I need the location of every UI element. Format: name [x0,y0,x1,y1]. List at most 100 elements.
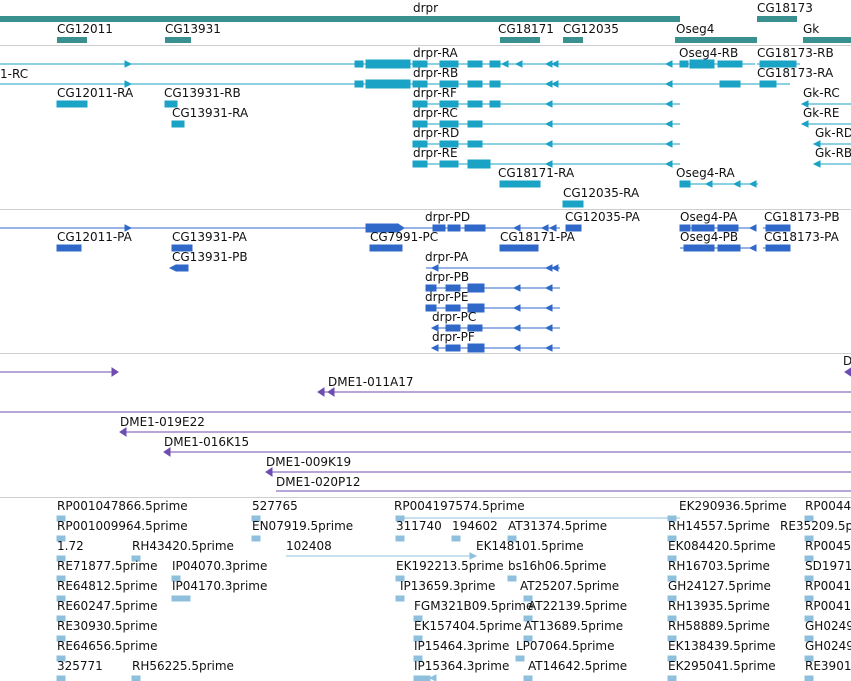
est-label: LP07064.5prime [516,639,615,653]
est-mark[interactable] [804,535,814,542]
est-mark[interactable] [56,615,66,622]
est-label: AT22139.5prime [528,599,628,613]
transcript-drpr-rf[interactable] [412,100,680,108]
est-mark[interactable] [667,615,677,622]
gene-bar-cg12035[interactable] [563,37,583,43]
est-mark[interactable] [523,635,533,642]
clone-dme1-011a17[interactable] [317,387,851,397]
est-mark[interactable] [56,515,66,522]
est-mark[interactable] [804,555,814,562]
est-mark[interactable] [804,595,814,602]
clone-dme1-009k19[interactable] [265,467,851,477]
protein-drpr-pa[interactable] [426,264,560,272]
est-mark[interactable] [515,655,525,662]
protein-cg13931-pb[interactable] [168,264,189,272]
est-mark[interactable] [251,515,261,522]
est-mark[interactable] [395,535,405,542]
est-label: RP0041 [805,579,851,593]
est-mark[interactable] [171,595,191,602]
clone-dme1-019e22[interactable] [119,427,851,437]
clone-row-1[interactable] [0,367,851,377]
gene-bar-cg18173[interactable] [757,16,797,22]
est-mark[interactable] [804,675,814,681]
protein-drpr-pf[interactable] [430,343,560,353]
protein-drpr-pc[interactable] [430,324,560,332]
est-mark[interactable] [804,615,814,622]
est-mark[interactable] [507,535,517,542]
est-mark[interactable] [667,655,677,662]
est-label: 527765 [252,499,298,513]
protein-cg7991-pc[interactable] [369,244,403,252]
est-mark[interactable] [56,655,66,662]
est-mark[interactable] [667,595,677,602]
transcript-oseg4-ra[interactable] [679,180,758,188]
gene-bar-cg13931[interactable] [165,37,191,43]
est-mark[interactable] [413,655,423,662]
transcript-cg13931-rb[interactable] [164,100,178,108]
est-mark[interactable] [413,674,437,681]
est-mark[interactable] [413,615,423,622]
gene-bar-cg18171[interactable] [500,37,540,43]
est-mark[interactable] [395,575,405,582]
transcript-label: drpr-RC [413,106,458,120]
track-separator [0,353,851,354]
est-mark[interactable] [413,635,423,642]
est-mark[interactable] [804,575,814,582]
transcript-cg18171-ra[interactable] [499,180,541,188]
protein-track [0,223,791,353]
clone-dme1-016k15[interactable] [163,447,851,457]
est-mark[interactable] [56,635,66,642]
transcript-row-1[interactable] [0,59,800,69]
protein-oseg4-pb[interactable] [680,244,757,252]
est-mark[interactable] [667,515,677,522]
est-long[interactable] [395,515,680,522]
protein-drpr-pe[interactable] [425,303,560,313]
transcript-drpr-re[interactable] [412,159,680,169]
transcript-cg13931-ra[interactable] [171,120,185,128]
transcript-row-2[interactable] [0,79,790,89]
est-mark[interactable] [667,555,677,562]
protein-cg18171-pa[interactable] [499,244,539,252]
est-mark[interactable] [667,635,677,642]
est-mark[interactable] [171,575,181,582]
est-mark[interactable] [56,675,66,681]
est-mark[interactable] [251,535,261,542]
protein-oseg4-pa[interactable] [679,224,757,232]
est-mark[interactable] [56,535,66,542]
est-mark[interactable] [804,515,814,522]
est-mark[interactable] [131,675,141,681]
est-mark[interactable] [523,615,533,622]
protein-cg18173-pb[interactable] [763,224,791,232]
est-mark[interactable] [131,555,141,562]
protein-cg12035-pa[interactable] [565,224,582,232]
est-mark[interactable] [804,655,814,662]
est-mark[interactable] [507,575,517,582]
est-mark[interactable] [667,535,677,542]
protein-cg13931-pa[interactable] [171,244,193,252]
gene-bar-gk[interactable] [803,37,851,43]
est-mark[interactable] [395,595,405,602]
transcript-cg12011-ra[interactable] [56,100,88,108]
est-mark[interactable] [667,575,677,582]
transcript-drpr-rc[interactable] [412,120,680,128]
transcript-cg12035-ra[interactable] [562,200,584,208]
protein-drpr-pb[interactable] [425,283,560,293]
est-mark[interactable] [56,595,66,602]
est-mark[interactable] [523,595,533,602]
est-mark[interactable] [56,555,66,562]
protein-row-main[interactable] [0,223,560,233]
est-mark[interactable] [451,535,461,542]
est-mark[interactable] [667,675,677,681]
gene-bar-cg12011[interactable] [57,37,87,43]
transcript-drpr-rd[interactable] [412,140,680,148]
protein-cg18173-pa[interactable] [763,244,791,252]
est-mark[interactable] [56,575,66,582]
protein-cg12011-pa[interactable] [56,244,82,252]
est-long[interactable] [286,552,478,560]
est-label: IP13659.3prime [400,579,496,593]
gene-bar-drpr[interactable] [0,16,680,22]
gene-bar-oseg4[interactable] [675,37,757,43]
est-mark[interactable] [523,675,533,681]
est-mark[interactable] [804,635,814,642]
transcript-gk[interactable] [800,100,851,168]
